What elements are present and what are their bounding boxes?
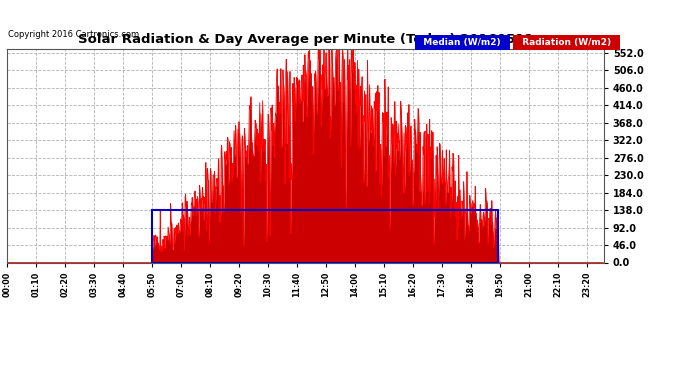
- Text: Radiation (W/m2): Radiation (W/m2): [516, 38, 618, 47]
- Bar: [152, 210, 498, 262]
- Title: Solar Radiation & Day Average per Minute (Today) 20160511: Solar Radiation & Day Average per Minute…: [77, 33, 533, 46]
- Text: Median (W/m2): Median (W/m2): [417, 38, 507, 47]
- Text: Copyright 2016 Cartronics.com: Copyright 2016 Cartronics.com: [8, 30, 139, 39]
